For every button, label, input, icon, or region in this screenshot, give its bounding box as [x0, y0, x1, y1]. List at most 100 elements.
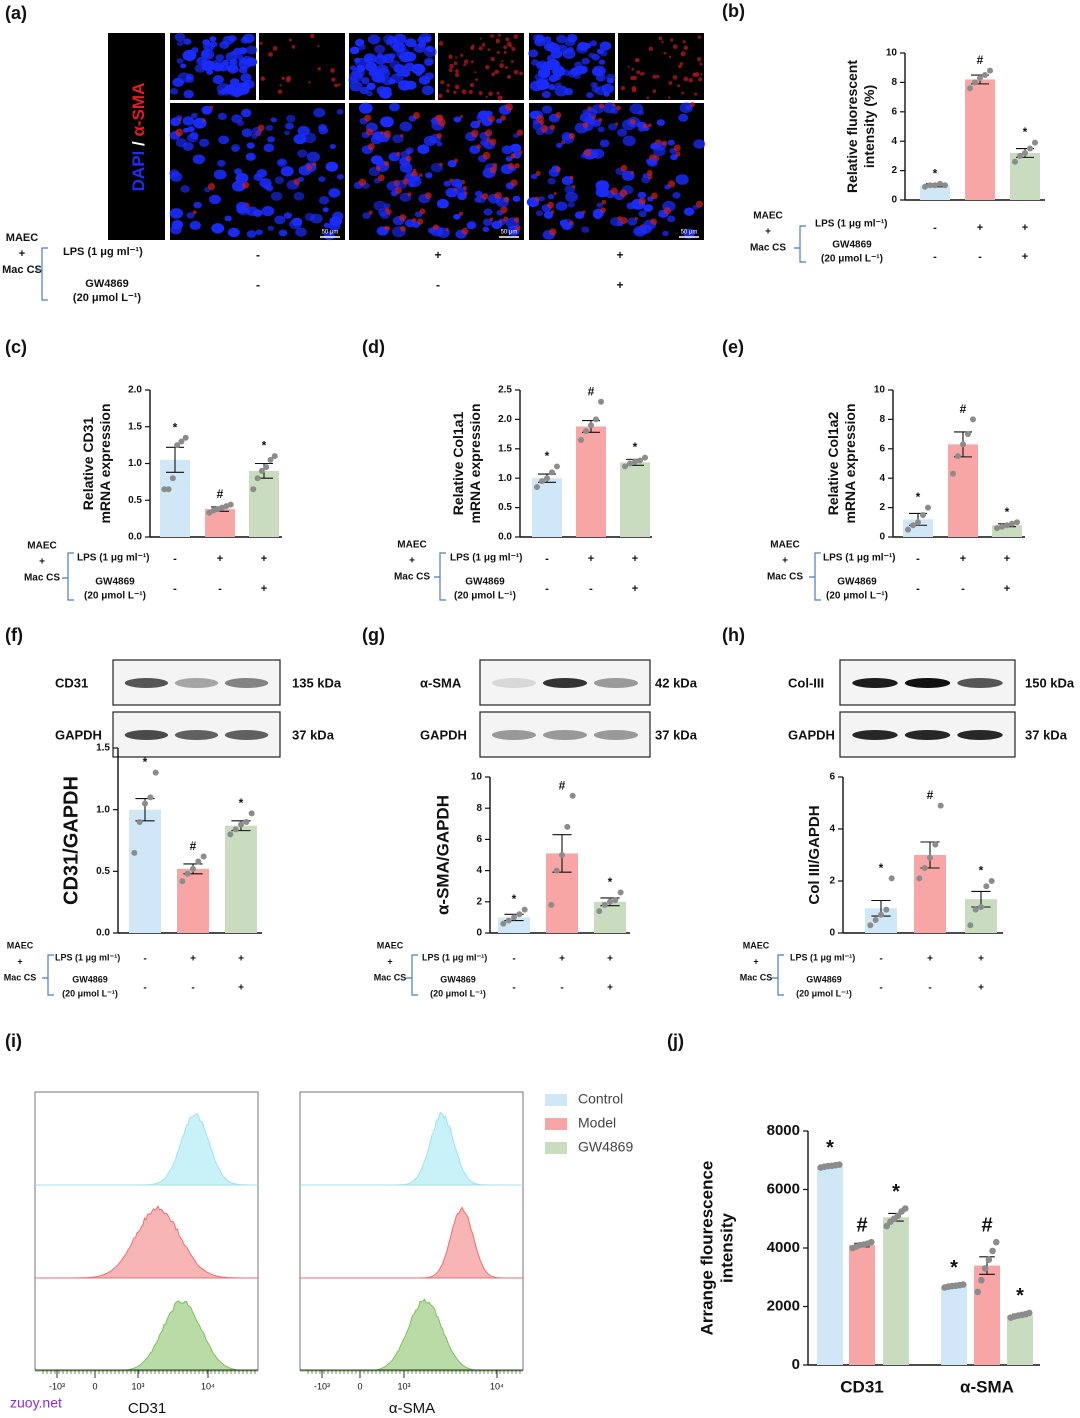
- actin-spot: [358, 178, 367, 187]
- nucleus: [270, 191, 283, 201]
- data-point: [500, 920, 507, 927]
- y-tick-label: 0: [476, 928, 482, 939]
- significance-mark: *: [933, 166, 938, 180]
- nucleus: [246, 142, 255, 149]
- actin-spot: [459, 114, 463, 118]
- data-point: [554, 463, 560, 470]
- nucleus: [374, 54, 387, 65]
- nucleus: [407, 176, 422, 188]
- bracket: [62, 552, 74, 601]
- nucleus: [217, 159, 226, 167]
- blot-band: [593, 678, 639, 688]
- nucleus: [595, 186, 609, 198]
- significance-mark: *: [633, 440, 638, 454]
- nucleus: [217, 112, 227, 121]
- data-point: [1027, 145, 1033, 152]
- significance-mark: *: [512, 892, 517, 906]
- lps-label: LPS (1 μg ml⁻¹): [815, 219, 888, 230]
- y-axis-label: mRNA expression: [97, 403, 113, 523]
- nucleus: [387, 35, 397, 44]
- actin-spot: [476, 144, 482, 149]
- data-point: [642, 454, 648, 461]
- blot-protein: GAPDH: [420, 727, 467, 742]
- actin-spot: [553, 192, 557, 196]
- nucleus: [304, 212, 315, 222]
- actin-spot: [646, 169, 653, 176]
- y-tick-label: 4: [891, 136, 897, 147]
- blot-protein: CD31: [55, 675, 88, 690]
- nucleus: [425, 45, 434, 53]
- actin-spot: [582, 122, 589, 128]
- actin-spot: [510, 153, 516, 159]
- bar: [941, 1286, 967, 1365]
- actin-spot: [547, 201, 554, 209]
- gw-sign: -: [436, 278, 440, 292]
- gw-label: (20 μmol L⁻¹): [826, 591, 888, 602]
- legend-swatch: [545, 1094, 567, 1106]
- nucleus: [667, 215, 676, 223]
- significance-mark: #: [588, 384, 595, 398]
- nucleus: [581, 226, 590, 233]
- actin-spot: [192, 210, 197, 215]
- actin-spot: [620, 85, 626, 91]
- y-tick-label: 0: [792, 1356, 800, 1373]
- nucleus: [362, 212, 371, 220]
- bracket: [794, 225, 806, 263]
- bar: [817, 1166, 843, 1365]
- nucleus: [693, 139, 706, 149]
- nucleus: [267, 225, 274, 231]
- data-point: [982, 72, 988, 79]
- data-point: [967, 922, 974, 929]
- actin-spot: [658, 36, 663, 41]
- data-point: [937, 180, 943, 187]
- nucleus: [548, 74, 558, 83]
- watermark: zuoy.net: [10, 1395, 62, 1411]
- nucleus: [548, 84, 556, 91]
- actin-spot: [598, 117, 603, 123]
- actin-spot: [446, 89, 450, 93]
- nucleus: [246, 45, 258, 55]
- lps-label: LPS (1 μg ml⁻¹): [823, 553, 896, 564]
- bar: [920, 185, 950, 200]
- nucleus: [593, 211, 603, 220]
- actin-spot: [487, 115, 495, 123]
- actin-spot: [402, 178, 409, 185]
- data-point: [972, 79, 978, 86]
- nucleus: [182, 49, 197, 61]
- actin-spot: [308, 81, 311, 84]
- data-point: [967, 85, 973, 92]
- nucleus: [424, 58, 434, 67]
- data-point: [965, 431, 971, 438]
- actin-spot: [485, 64, 490, 70]
- actin-spot: [305, 164, 313, 171]
- nucleus: [306, 151, 320, 163]
- lps-sign: +: [261, 553, 267, 565]
- actin-spot: [631, 85, 637, 91]
- actin-spot: [679, 62, 683, 66]
- actin-spot: [446, 83, 450, 87]
- nucleus: [201, 105, 212, 115]
- nucleus: [359, 86, 369, 95]
- nucleus: [283, 130, 290, 136]
- actin-spot: [454, 158, 459, 163]
- nucleus: [591, 86, 600, 93]
- nucleus: [265, 124, 274, 131]
- nucleus: [318, 126, 329, 135]
- group-label: Mac CS: [750, 243, 786, 254]
- nucleus: [183, 89, 194, 99]
- nucleus: [662, 230, 669, 237]
- nucleus: [235, 172, 249, 184]
- group-label: MAEC: [743, 940, 770, 950]
- data-point: [142, 800, 148, 807]
- group-label: MAEC: [6, 232, 38, 244]
- y-axis-label: mRNA expression: [467, 403, 483, 523]
- nucleus: [238, 47, 248, 55]
- gw-sign: -: [256, 278, 260, 292]
- nucleus: [231, 114, 243, 124]
- data-point: [136, 819, 143, 825]
- actin-spot: [503, 50, 507, 55]
- bracket: [434, 552, 446, 601]
- actin-spot: [680, 51, 686, 57]
- actin-spot: [652, 74, 657, 79]
- gw-label: (20 μmol L⁻¹): [821, 254, 883, 265]
